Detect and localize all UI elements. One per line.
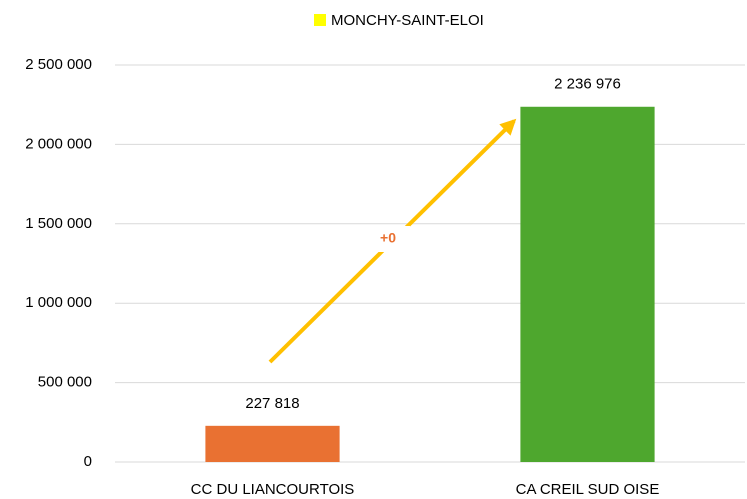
value-label: 2 236 976 [554,76,621,93]
y-tick-label: 2 500 000 [25,56,92,73]
bar [520,106,655,462]
bar [205,425,340,462]
y-tick-label: 2 000 000 [25,135,92,152]
annotation: +0 [380,230,396,246]
annotation-bg [366,226,410,252]
value-label: 227 818 [245,395,299,412]
y-tick-label: 0 [84,453,92,470]
y-tick-label: 1 500 000 [25,215,92,232]
legend-label: MONCHY-SAINT-ELOI [331,12,484,29]
x-tick-label: CA CREIL SUD OISE [516,481,660,498]
legend-swatch [314,14,326,26]
y-tick-label: 500 000 [38,374,92,391]
x-tick-label: CC DU LIANCOURTOIS [191,481,355,498]
y-tick-label: 1 000 000 [25,294,92,311]
